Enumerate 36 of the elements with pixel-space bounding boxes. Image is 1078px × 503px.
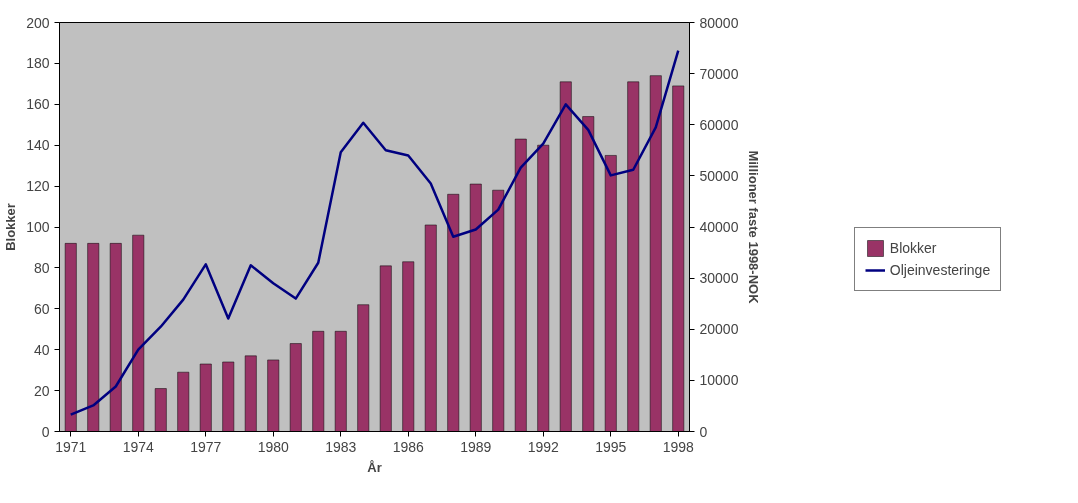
x-tick-label: 1980	[257, 438, 290, 455]
y2-tick-label: 70000	[699, 65, 739, 82]
y-tick-label: 80	[33, 259, 50, 276]
y-tick-label: 200	[26, 14, 50, 31]
legend-label: Blokker	[889, 240, 937, 256]
x-tick-label: 1974	[122, 438, 155, 455]
y-axis-title: Blokker	[3, 203, 19, 251]
y-tick-label: 20	[33, 382, 50, 399]
y2-tick-label: 30000	[699, 270, 739, 287]
y-tick-label: 0	[41, 423, 50, 440]
y2-tick-label: 20000	[699, 321, 739, 338]
x-tick-label: 1995	[595, 438, 627, 455]
x-tick-label: 1986	[392, 438, 425, 455]
y-tick-label: 160	[26, 96, 50, 113]
x-tick-label: 1992	[527, 438, 560, 455]
legend-label: Oljeinvesteringe	[889, 262, 991, 278]
y2-tick-label: 0	[699, 423, 708, 440]
y2-tick-label: 80000	[699, 14, 739, 31]
y2-tick-label: 60000	[699, 116, 739, 133]
y2-axis-title: Millioner faste 1998-NOK	[746, 150, 762, 305]
y-tick-label: 120	[26, 178, 50, 195]
y-tick-label: 40	[33, 341, 50, 358]
x-tick-label: 1998	[662, 438, 695, 455]
line-series	[69, 49, 680, 416]
y2-tick-label: 50000	[699, 167, 739, 184]
x-tick-label: 1977	[190, 438, 222, 455]
x-tick-label: 1983	[325, 438, 357, 455]
y2-tick-label: 10000	[699, 372, 739, 389]
x-tick-label: 1971	[55, 438, 87, 455]
x-tick-label: 1989	[460, 438, 492, 455]
x-axis-title: År	[367, 459, 382, 475]
y-tick-label: 60	[33, 300, 50, 317]
y-tick-label: 180	[26, 55, 50, 72]
y-tick-label: 140	[26, 137, 50, 154]
y-tick-label: 100	[26, 219, 50, 235]
y2-tick-label: 40000	[699, 219, 739, 235]
